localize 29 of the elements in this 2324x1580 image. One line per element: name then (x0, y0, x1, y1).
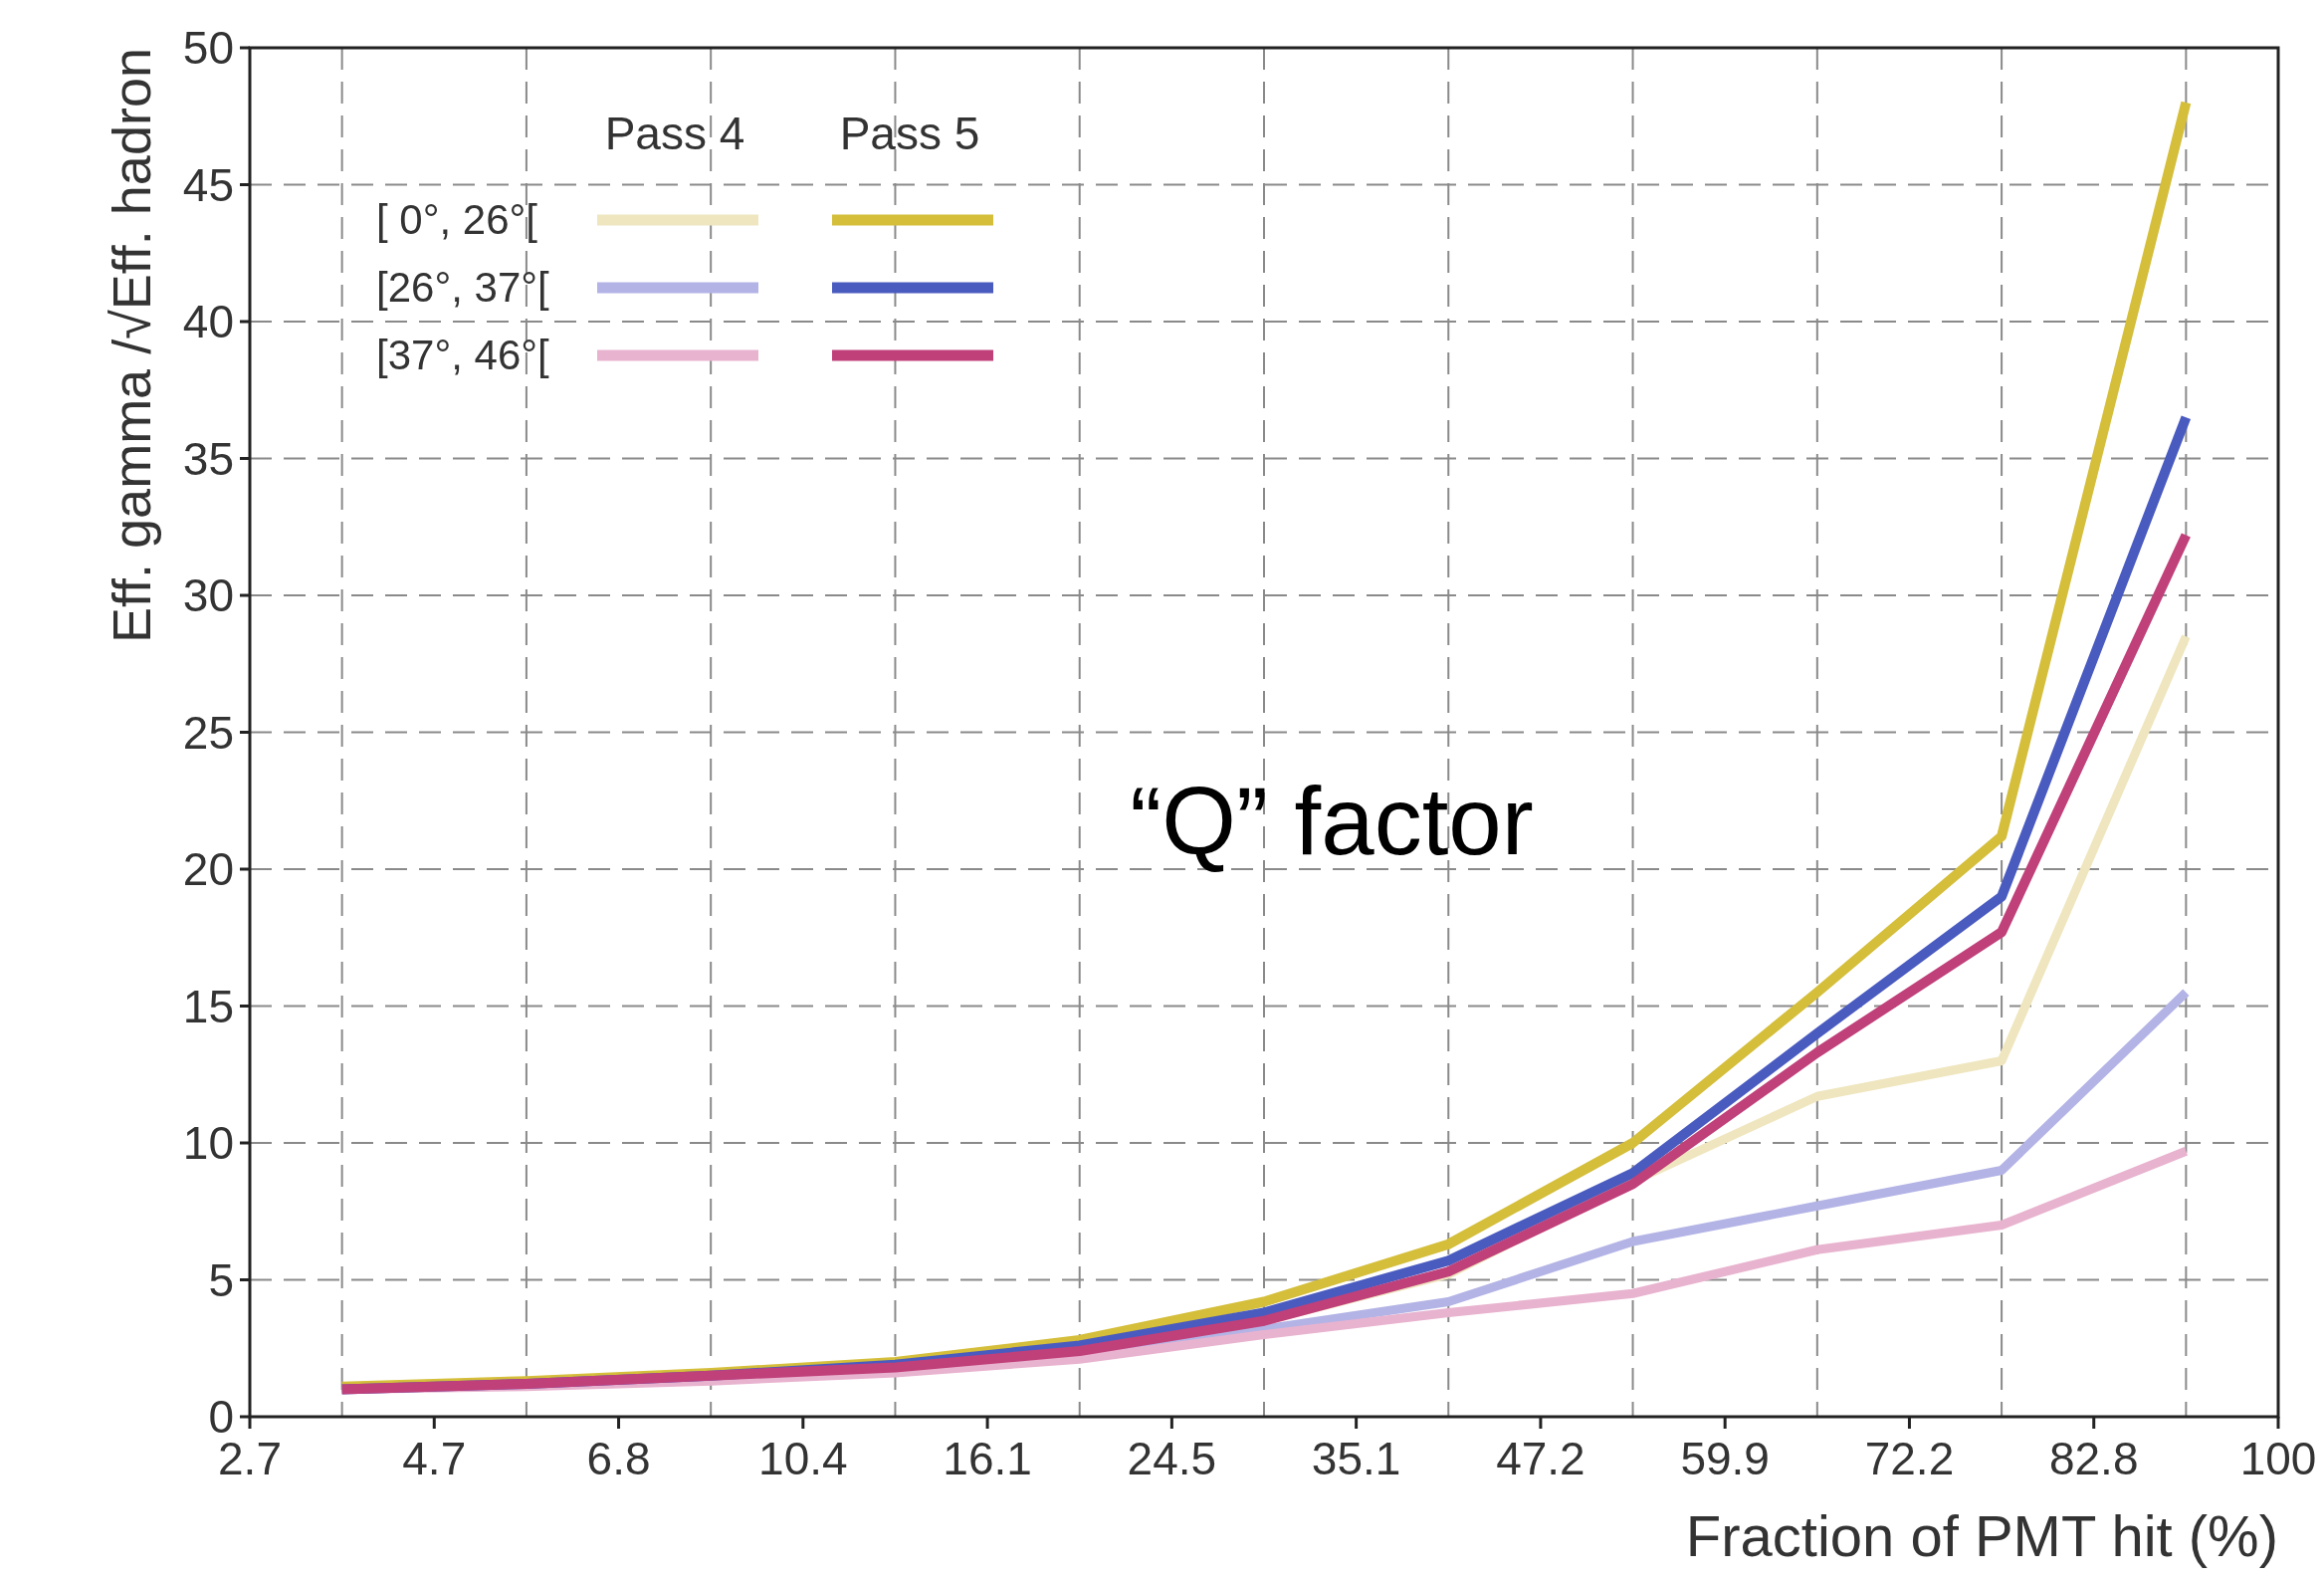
y-tick-label: 45 (182, 158, 234, 211)
y-tick-label: 40 (182, 296, 234, 347)
x-tick-label: 6.8 (586, 1433, 651, 1484)
x-axis-title: Fraction of PMT hit (%) (1685, 1503, 2278, 1568)
x-tick-label: 59.9 (1680, 1433, 1770, 1484)
x-tick-label: 82.8 (2048, 1433, 2139, 1484)
y-tick-label: 15 (182, 980, 234, 1032)
y-tick-label: 5 (208, 1253, 234, 1306)
legend-label: [26°, 37°[ (376, 264, 550, 311)
y-axis-title: Eff. gamma /√Eff. hadron (102, 48, 161, 643)
y-tick-label: 50 (182, 22, 234, 74)
y-tick-label: 35 (182, 432, 234, 485)
y-tick-label: 10 (182, 1117, 234, 1169)
annotation: Pass 5 (839, 108, 980, 159)
y-tick-label: 30 (182, 569, 234, 621)
x-tick-label: 4.7 (402, 1433, 467, 1484)
annotation: “Q” factor (1130, 768, 1534, 874)
x-tick-label: 24.5 (1127, 1433, 1217, 1484)
x-tick-label: 10.4 (758, 1433, 848, 1484)
y-tick-label: 25 (182, 706, 234, 759)
legend-label: [ 0°, 26°[ (376, 196, 538, 243)
legend-label: [37°, 46°[ (376, 332, 550, 378)
y-tick-label: 20 (182, 843, 234, 895)
x-tick-label: 72.2 (1864, 1433, 1955, 1484)
annotation: Pass 4 (604, 108, 745, 159)
x-tick-label: 35.1 (1311, 1433, 1401, 1484)
x-tick-label: 47.2 (1496, 1433, 1585, 1484)
x-tick-label: 16.1 (943, 1433, 1032, 1484)
x-tick-label: 100 (2239, 1433, 2317, 1484)
